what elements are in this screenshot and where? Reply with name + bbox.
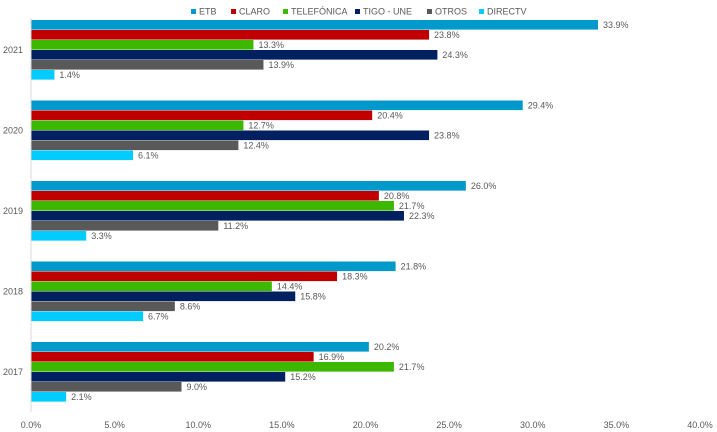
bars: 33.9% 23.8% 13.3% 24.3% 13.9% 1.4% 29.4% 20.4% 1… [31,20,629,402]
bar-2017-telef-nica [31,362,394,372]
data-label-2021-tigo-une: 24.3% [442,50,468,60]
bar-2019-otros [31,221,219,231]
bar-2019-claro [31,191,379,201]
category-label-2017: 2017 [3,367,23,377]
data-label-2018-claro: 18.3% [342,272,368,282]
bar-2017-tigo-une [31,372,286,382]
bar-2017-otros [31,382,182,392]
data-label-2020-telef-nica: 12.7% [248,121,274,131]
legend-swatch-otros [427,9,432,14]
data-label-2017-otros: 9.0% [187,382,208,392]
bar-2019-directv [31,231,87,241]
data-label-2018-otros: 8.6% [180,302,201,312]
bar-2019-tigo-une [31,211,404,221]
data-label-2018-tigo-une: 15.8% [300,292,326,302]
x-tick-label: 5.0% [104,420,125,430]
data-label-2020-tigo-une: 23.8% [434,131,460,141]
legend-label-telef-nica: TELEFÓNICA [291,7,348,17]
data-label-2020-otros: 12.4% [243,141,269,151]
bar-2020-claro [31,110,373,121]
legend: ETB CLARO TELEFÓNICA TIGO - UNE OTROS DIRECTV [191,7,527,17]
legend-label-otros: OTROS [435,7,467,17]
x-tick-label: 10.0% [185,420,211,430]
data-label-2017-tigo-une: 15.2% [290,372,316,382]
legend-label-tigo-une: TIGO - UNE [363,7,412,17]
data-label-2018-directv: 6.7% [148,312,169,322]
bar-2021-tigo-une [31,50,438,60]
x-tick-label: 35.0% [604,420,630,430]
bar-2020-telef-nica [31,120,244,131]
data-label-2019-claro: 20.8% [384,191,410,201]
bar-2021-telef-nica [31,40,254,50]
bar-2018-otros [31,301,175,312]
data-label-2020-etb: 29.4% [528,101,554,111]
data-label-2018-etb: 21.8% [401,262,427,272]
data-label-2017-directv: 2.1% [71,392,92,402]
legend-swatch-tigo-une [355,9,360,14]
x-tick-label: 15.0% [269,420,295,430]
x-tick-label: 25.0% [436,420,462,430]
data-label-2017-etb: 20.2% [374,342,400,352]
bar-2019-etb [31,181,466,191]
bar-2017-etb [31,342,369,352]
data-label-2021-telef-nica: 13.3% [258,40,284,50]
legend-label-claro: CLARO [239,7,270,17]
bar-2021-etb [31,20,598,30]
legend-label-directv: DIRECTV [487,7,527,17]
x-tick-label: 0.0% [21,420,42,430]
x-tick-label: 40.0% [687,420,713,430]
x-tick-label: 30.0% [520,420,546,430]
bar-2020-directv [31,150,134,161]
data-label-2021-directv: 1.4% [59,70,80,80]
data-label-2020-directv: 6.1% [138,151,159,161]
bar-2021-claro [31,30,430,40]
bar-2021-directv [31,70,55,80]
x-axis: 0.0% 5.0% 10.0% 15.0% 20.0% 25.0% 30.0% 35.0% 40… [21,18,713,430]
y-axis-categories: 2021 2020 2019 2018 2017 [3,45,23,377]
data-label-2019-telef-nica: 21.7% [399,201,425,211]
bar-2021-otros [31,60,264,70]
data-label-2020-claro: 20.4% [377,111,403,121]
bar-2018-tigo-une [31,291,296,302]
bar-2018-directv [31,311,144,322]
data-label-2019-tigo-une: 22.3% [409,211,435,221]
bar-2019-telef-nica [31,201,394,211]
bar-2018-etb [31,261,396,272]
data-label-2019-etb: 26.0% [471,181,497,191]
data-label-2018-telef-nica: 14.4% [277,282,303,292]
data-label-2019-directv: 3.3% [91,231,112,241]
category-label-2019: 2019 [3,206,23,216]
category-label-2018: 2018 [3,287,23,297]
data-label-2021-etb: 33.9% [603,20,629,30]
bar-2020-etb [31,100,523,111]
legend-swatch-etb [191,9,196,14]
data-label-2019-otros: 11.2% [223,221,248,231]
data-label-2021-claro: 23.8% [434,30,460,40]
legend-swatch-telef-nica [283,9,288,14]
category-label-2021: 2021 [3,45,23,55]
bar-2020-tigo-une [31,130,430,141]
bar-2017-directv [31,392,67,402]
bar-2017-claro [31,352,314,362]
data-label-2021-otros: 13.9% [268,60,294,70]
legend-swatch-claro [231,9,236,14]
data-label-2017-claro: 16.9% [319,352,345,362]
legend-swatch-directv [479,9,484,14]
legend-label-etb: ETB [199,7,217,17]
bar-2020-otros [31,140,239,151]
bar-2018-telef-nica [31,281,272,292]
bar-2018-claro [31,271,338,282]
x-tick-label: 20.0% [353,420,379,430]
category-label-2020: 2020 [3,126,23,136]
data-label-2017-telef-nica: 21.7% [399,362,425,372]
